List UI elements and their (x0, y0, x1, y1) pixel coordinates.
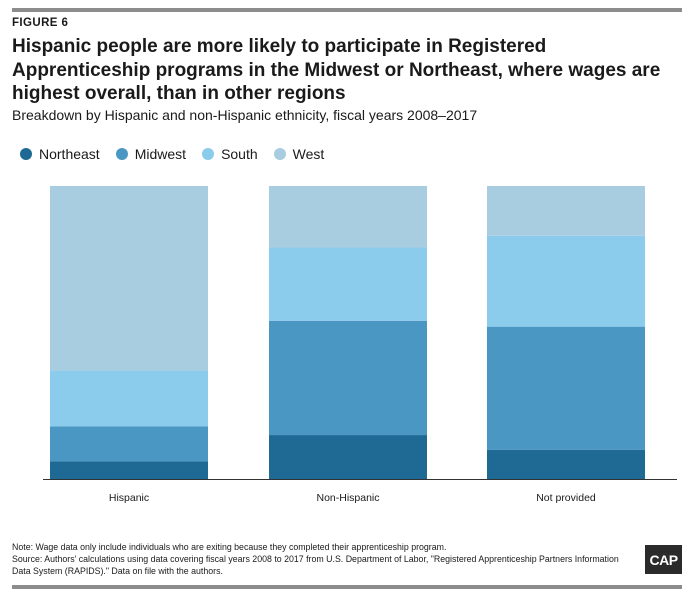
bar-non-hispanic-south (269, 247, 427, 321)
source-text: Source: Authors' calculations using data… (12, 554, 619, 576)
legend-label-northeast: Northeast (39, 146, 100, 162)
legend-swatch-northeast (20, 148, 32, 160)
x-tick-label: Hispanic (109, 492, 149, 504)
bar-hispanic-south (50, 370, 208, 427)
bottom-rule (12, 585, 682, 589)
legend-label-midwest: Midwest (134, 146, 187, 162)
legend-swatch-midwest (115, 148, 128, 160)
legend-label-west: West (292, 146, 325, 162)
bar-not-provided-midwest (487, 326, 645, 450)
bar-non-hispanic-midwest (269, 320, 427, 436)
figure-label: FIGURE 6 (12, 17, 69, 29)
notes: Note: Wage data only include individuals… (12, 541, 622, 577)
chart-title: Hispanic people are more likely to parti… (12, 36, 661, 104)
bar-not-provided-south (487, 235, 645, 327)
bar-non-hispanic-northeast (269, 435, 427, 479)
bar-hispanic-northeast (50, 461, 208, 479)
x-tick-label: Non-Hispanic (316, 492, 379, 504)
legend-item-west: West (273, 146, 325, 162)
legend-label-south: South (221, 146, 258, 162)
legend-item-midwest: Midwest (115, 146, 187, 162)
bar-hispanic-midwest (50, 426, 208, 462)
cap-logo: CAP (645, 545, 682, 574)
legend-item-northeast: Northeast (20, 146, 100, 162)
legend-item-south: South (202, 146, 258, 162)
legend-swatch-south (202, 148, 215, 160)
stacked-bar-chart: Hispanic Non-Hispanic Not provided (43, 186, 677, 504)
bar-hispanic-west (50, 186, 208, 371)
legend-swatch-west (273, 148, 286, 160)
bar-not-provided-northeast (487, 449, 645, 479)
note-text: Note: Wage data only include individuals… (12, 542, 447, 552)
top-rule (12, 8, 682, 12)
bar-not-provided-west (487, 186, 645, 236)
x-tick-label: Not provided (536, 492, 596, 504)
bar-non-hispanic-west (269, 186, 427, 248)
legend: Northeast Midwest South West (20, 146, 340, 162)
chart-subtitle: Breakdown by Hispanic and non-Hispanic e… (12, 107, 478, 123)
